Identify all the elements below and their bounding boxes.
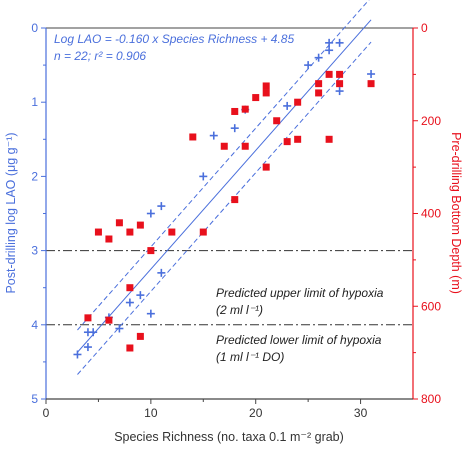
depth-point <box>136 332 144 340</box>
lao-point <box>157 202 166 211</box>
left-tick-label: 4 <box>31 318 38 332</box>
lao-point <box>83 343 92 352</box>
depth-point <box>241 142 249 150</box>
lao-point <box>367 70 376 79</box>
upper-confidence-line <box>77 0 370 331</box>
depth-point <box>84 314 92 322</box>
upper-hypoxia-label-2: (2 ml l⁻¹) <box>216 303 263 317</box>
depth-point <box>315 89 323 97</box>
depth-point <box>147 247 155 255</box>
depth-point <box>262 82 270 90</box>
depth-point <box>189 133 197 141</box>
lao-point <box>125 298 134 307</box>
lao-point <box>335 87 344 96</box>
depth-point <box>136 221 144 229</box>
lower-confidence-line <box>77 41 372 375</box>
depth-point <box>126 284 134 292</box>
regression-lines <box>77 0 372 375</box>
depth-point <box>252 94 260 102</box>
lao-point <box>115 324 124 333</box>
depth-point <box>105 316 113 324</box>
right-tick-label: 800 <box>421 392 441 406</box>
depth-point <box>325 70 333 78</box>
depth-point <box>220 142 228 150</box>
right-tick-label: 600 <box>421 299 441 313</box>
left-tick-label: 3 <box>31 244 38 258</box>
lao-point <box>157 268 166 277</box>
regression-line <box>77 19 372 353</box>
depth-point <box>94 228 102 236</box>
lao-point <box>314 53 323 62</box>
lao-point <box>283 101 292 110</box>
depth-point <box>262 163 270 171</box>
left-tick-label: 2 <box>31 169 38 183</box>
hypoxia-annotations: Predicted upper limit of hypoxia (2 ml l… <box>216 286 384 364</box>
depth-point <box>231 107 239 115</box>
lao-point <box>146 209 155 218</box>
depth-point <box>336 70 344 78</box>
x-tick-label: 30 <box>354 406 368 420</box>
left-tick-label: 5 <box>31 392 38 406</box>
x-axis-label: Species Richness (no. taxa 0.1 m⁻² grab) <box>114 430 344 444</box>
depth-point <box>273 117 281 125</box>
lao-point <box>89 328 98 337</box>
threshold-lines <box>46 250 413 326</box>
depth-point <box>231 196 239 204</box>
depth-point <box>262 89 270 97</box>
right-tick-label: 200 <box>421 114 441 128</box>
x-tick-label: 0 <box>43 406 50 420</box>
x-tick-label: 10 <box>144 406 158 420</box>
lao-point <box>325 46 334 55</box>
depth-point <box>336 80 344 88</box>
left-tick-label: 1 <box>31 95 38 109</box>
depth-point <box>115 219 123 227</box>
equation-line-1: Log LAO = -0.160 x Species Richness + 4.… <box>54 32 294 46</box>
plot-frame <box>45 27 414 400</box>
lao-point <box>146 309 155 318</box>
depth-point <box>294 135 302 143</box>
depth-point <box>126 344 134 352</box>
depth-point <box>367 80 375 88</box>
depth-point <box>241 105 249 113</box>
depth-point <box>315 80 323 88</box>
lower-hypoxia-label-1: Predicted lower limit of hypoxia <box>216 333 382 347</box>
x-tick-label: 20 <box>249 406 263 420</box>
right-tick-label: 400 <box>421 207 441 221</box>
lao-point <box>304 61 313 70</box>
right-tick-label: 0 <box>421 21 428 35</box>
upper-hypoxia-label-1: Predicted upper limit of hypoxia <box>216 286 384 300</box>
lao-point <box>199 172 208 181</box>
equation-text: Log LAO = -0.160 x Species Richness + 4.… <box>54 32 294 63</box>
lao-point <box>73 350 82 359</box>
equation-line-2: n = 22; r² = 0.906 <box>54 49 146 63</box>
lao-point <box>335 38 344 47</box>
depth-point <box>325 135 333 143</box>
depth-point <box>283 138 291 146</box>
right-axis-label: Pre-drilling Bottom Depth (m) <box>449 132 463 294</box>
lao-point <box>230 124 239 133</box>
lao-point <box>136 291 145 300</box>
depth-point <box>199 228 207 236</box>
left-axis-label: Post-drilling log LAO (μg g⁻¹) <box>4 132 18 293</box>
lao-point <box>209 131 218 140</box>
depth-point <box>168 228 176 236</box>
lower-hypoxia-label-2: (1 ml l⁻¹ DO) <box>216 350 284 364</box>
data-points <box>73 38 376 359</box>
depth-point <box>126 228 134 236</box>
depth-point <box>294 98 302 106</box>
left-tick-label: 0 <box>31 21 38 35</box>
plot-area <box>45 27 414 400</box>
lao-point <box>325 38 334 47</box>
depth-point <box>105 235 113 243</box>
